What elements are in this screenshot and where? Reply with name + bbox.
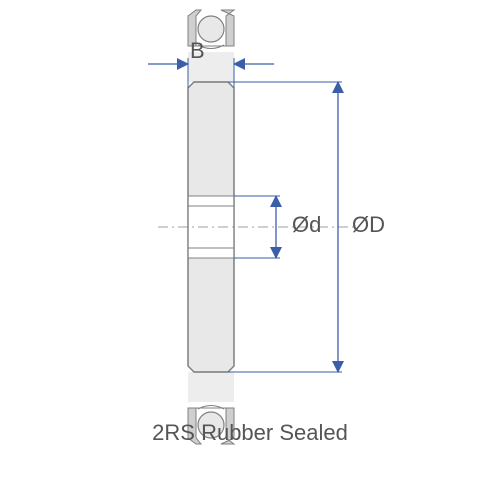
- label-D: ØD: [352, 212, 385, 237]
- label-B: B: [190, 38, 205, 63]
- diagram-caption: 2RS Rubber Sealed: [0, 420, 500, 446]
- diagram-stage: B Ød ØD 2RS Rubber Sealed: [0, 0, 500, 500]
- label-d: Ød: [292, 212, 321, 237]
